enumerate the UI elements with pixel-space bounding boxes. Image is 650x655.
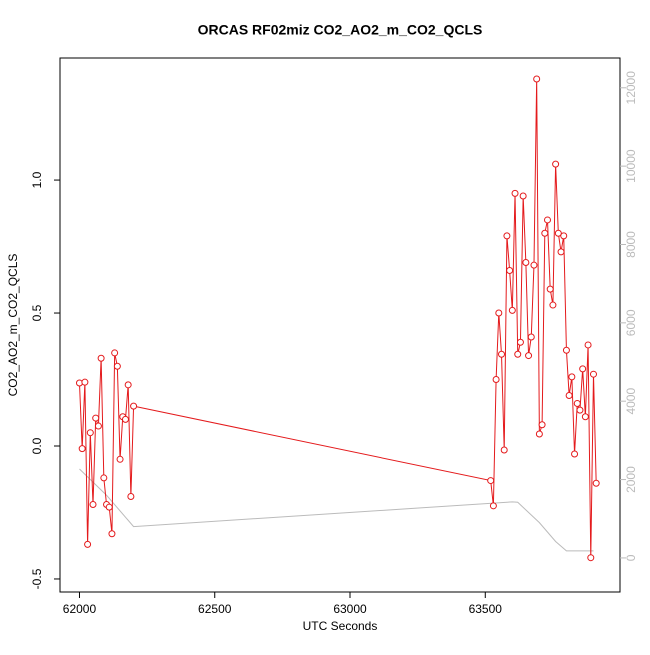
point	[576, 406, 584, 414]
point	[565, 391, 573, 399]
y2-tick-label: 4000	[624, 388, 638, 415]
point	[592, 479, 600, 487]
point	[589, 370, 597, 378]
point	[86, 429, 94, 437]
point	[487, 477, 495, 485]
y-tick-label: 0.5	[30, 304, 44, 321]
point	[581, 413, 589, 421]
point	[538, 421, 546, 429]
point	[541, 229, 549, 237]
point	[554, 229, 562, 237]
point	[108, 530, 116, 538]
point	[116, 455, 124, 463]
point	[584, 341, 592, 349]
point	[105, 503, 113, 511]
point	[519, 192, 527, 200]
point	[522, 259, 530, 267]
point	[495, 309, 503, 317]
point	[130, 402, 138, 410]
point	[81, 378, 89, 386]
point	[530, 261, 538, 269]
point	[84, 540, 92, 548]
point	[535, 430, 543, 438]
point	[92, 414, 100, 422]
point	[78, 445, 86, 453]
y-tick-label: 1.0	[30, 171, 44, 188]
x-tick-label: 63000	[333, 602, 367, 616]
point	[557, 248, 565, 256]
x-axis-label: UTC Seconds	[303, 619, 378, 633]
point	[571, 450, 579, 458]
point	[111, 349, 119, 357]
point	[506, 266, 514, 274]
point	[500, 446, 508, 454]
point	[549, 301, 557, 309]
point	[587, 554, 595, 562]
point	[503, 232, 511, 240]
point	[127, 493, 135, 501]
y-tick-label: -0.5	[30, 568, 44, 589]
point	[546, 285, 554, 293]
y2-tick-label: 2000	[624, 466, 638, 493]
y2-tick-label: 6000	[624, 309, 638, 336]
point	[121, 415, 129, 423]
x-tick-label: 62500	[198, 602, 232, 616]
point	[492, 376, 500, 384]
y2-tick-label: 10000	[624, 149, 638, 183]
point	[113, 362, 121, 370]
point	[511, 189, 519, 197]
point	[100, 474, 108, 482]
y-axis-label: CO2_AO2_m_CO2_QCLS	[6, 254, 20, 397]
y2-tick-label: 8000	[624, 231, 638, 258]
y2-tick-label: 12000	[624, 71, 638, 105]
point	[489, 502, 497, 510]
point	[89, 501, 97, 509]
point	[525, 352, 533, 360]
point	[498, 350, 506, 358]
point	[562, 346, 570, 354]
point	[97, 354, 105, 362]
point	[560, 232, 568, 240]
point	[508, 306, 516, 314]
x-tick-label: 62000	[63, 602, 97, 616]
y2-tick-label: 0	[624, 554, 638, 561]
point	[579, 365, 587, 373]
point	[124, 381, 132, 389]
point	[94, 422, 102, 430]
plot-frame	[59, 57, 621, 593]
point	[573, 399, 581, 407]
point	[527, 333, 535, 341]
point	[514, 350, 522, 358]
point	[533, 75, 541, 83]
series-line	[79, 468, 594, 552]
chart-title: ORCAS RF02miz CO2_AO2_m_CO2_QCLS	[198, 22, 483, 38]
point	[516, 338, 524, 346]
y-tick-label: 0.0	[30, 437, 44, 454]
point	[552, 160, 560, 168]
point	[543, 216, 551, 224]
point	[568, 373, 576, 381]
x-tick-label: 63500	[469, 602, 503, 616]
